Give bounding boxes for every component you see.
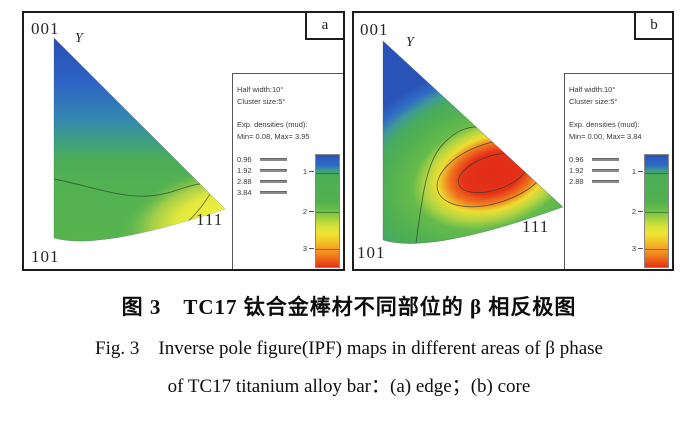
- contour-sample-line: [592, 168, 619, 172]
- panel-tag-letter: b: [650, 17, 658, 33]
- direction-label-y: Y: [406, 35, 416, 50]
- colorbar-tick: 2: [303, 207, 314, 216]
- colorbar-tick: 3: [303, 244, 314, 253]
- corner-label-111: 111: [522, 217, 549, 236]
- legend-half-width: Half width:10°: [237, 85, 284, 94]
- colorbar-tick-label: 3: [302, 244, 307, 253]
- contour-sample-line: [260, 168, 287, 172]
- colorbar-divider: [316, 249, 339, 251]
- panel-tag-box-a: a: [305, 13, 343, 40]
- colorbar: 1 2 3: [623, 154, 669, 268]
- tick-dash: [309, 171, 314, 172]
- colorbar-divider: [645, 172, 668, 174]
- ipf-triangle-a: 001 Y 101 111: [31, 19, 226, 266]
- contour-level-label: 2.88: [569, 176, 584, 186]
- legend-cluster-size: Cluster size:5°: [569, 97, 618, 106]
- colorbar-gradient: [315, 154, 340, 268]
- contour-level-row: 1.92: [237, 165, 287, 175]
- contour-level-row: 0.96: [237, 154, 287, 164]
- corner-label-111: 111: [196, 210, 223, 229]
- colorbar-tick-label: 1: [631, 167, 636, 176]
- colorbar-tick-label: 2: [302, 207, 307, 216]
- corner-label-001: 001: [31, 19, 60, 38]
- contour-level-label: 1.92: [569, 165, 584, 175]
- tick-dash: [638, 248, 643, 249]
- colorbar-divider: [316, 212, 339, 214]
- colorbar-tick-label: 2: [631, 207, 636, 216]
- legend-box-b: Half width:10° Cluster size:5° Exp. dens…: [564, 73, 672, 269]
- colorbar-divider: [316, 172, 339, 174]
- colorbar-tick: 2: [632, 207, 643, 216]
- contour-level-label: 0.96: [569, 154, 584, 164]
- tick-dash: [638, 171, 643, 172]
- contour-level-label: 0.96: [237, 154, 252, 164]
- legend-min-max: Min= 0.00, Max= 3.84: [569, 132, 642, 141]
- tick-dash: [309, 248, 314, 249]
- tick-dash: [309, 211, 314, 212]
- ipf-triangle-b: 001 Y 101 111: [357, 20, 564, 262]
- contour-level-row: 1.92: [569, 165, 619, 175]
- panel-tag-letter: a: [321, 17, 329, 33]
- tick-dash: [638, 211, 643, 212]
- colorbar-tick: 1: [303, 167, 314, 176]
- contour-level-row: 2.88: [237, 176, 287, 186]
- colorbar-gradient: [644, 154, 669, 268]
- colorbar-tick-label: 3: [631, 244, 636, 253]
- legend-cluster-size: Cluster size:5°: [237, 97, 286, 106]
- corner-label-001: 001: [360, 20, 389, 39]
- legend-box-a: Half width:10° Cluster size:5° Exp. dens…: [232, 73, 343, 269]
- contour-level-row: 2.88: [569, 176, 619, 186]
- contour-level-row: 0.96: [569, 154, 619, 164]
- contour-sample-line: [592, 157, 619, 161]
- contour-level-label: 2.88: [237, 176, 252, 186]
- legend-min-max: Min= 0.08, Max= 3.95: [237, 132, 310, 141]
- ipf-panel-b: 001 Y 101 111 b Half width:10° Cluster s…: [352, 11, 674, 271]
- colorbar-tick: 1: [632, 167, 643, 176]
- legend-exp-densities: Exp. densities (mud):: [237, 120, 308, 129]
- caption-chinese: 图 3 TC17 钛合金棒材不同部位的 β 相反极图: [121, 295, 577, 319]
- colorbar-tick: 3: [632, 244, 643, 253]
- corner-label-101: 101: [31, 247, 60, 266]
- legend-exp-densities: Exp. densities (mud):: [569, 120, 640, 129]
- caption-english-line1: Fig. 3 Inverse pole figure(IPF) maps in …: [95, 338, 603, 359]
- corner-label-101: 101: [357, 243, 386, 262]
- colorbar: 1 2 3: [294, 154, 340, 268]
- contour-sample-line: [260, 157, 287, 161]
- direction-label-y: Y: [75, 31, 85, 46]
- caption-english-line2: of TC17 titanium alloy bar：(a) edge；(b) …: [167, 376, 531, 397]
- contour-level-label: 3.84: [237, 187, 252, 197]
- panel-tag-box-b: b: [634, 13, 672, 40]
- contour-sample-line: [592, 179, 619, 183]
- contour-level-label: 1.92: [237, 165, 252, 175]
- contour-sample-line: [260, 190, 287, 194]
- legend-half-width: Half width:10°: [569, 85, 616, 94]
- colorbar-tick-label: 1: [302, 167, 307, 176]
- contour-sample-line: [260, 179, 287, 183]
- colorbar-divider: [645, 249, 668, 251]
- colorbar-divider: [645, 212, 668, 214]
- contour-level-row: 3.84: [237, 187, 287, 197]
- ipf-panel-a: 001 Y 101 111 a Half width:10° Cluster s…: [22, 11, 345, 271]
